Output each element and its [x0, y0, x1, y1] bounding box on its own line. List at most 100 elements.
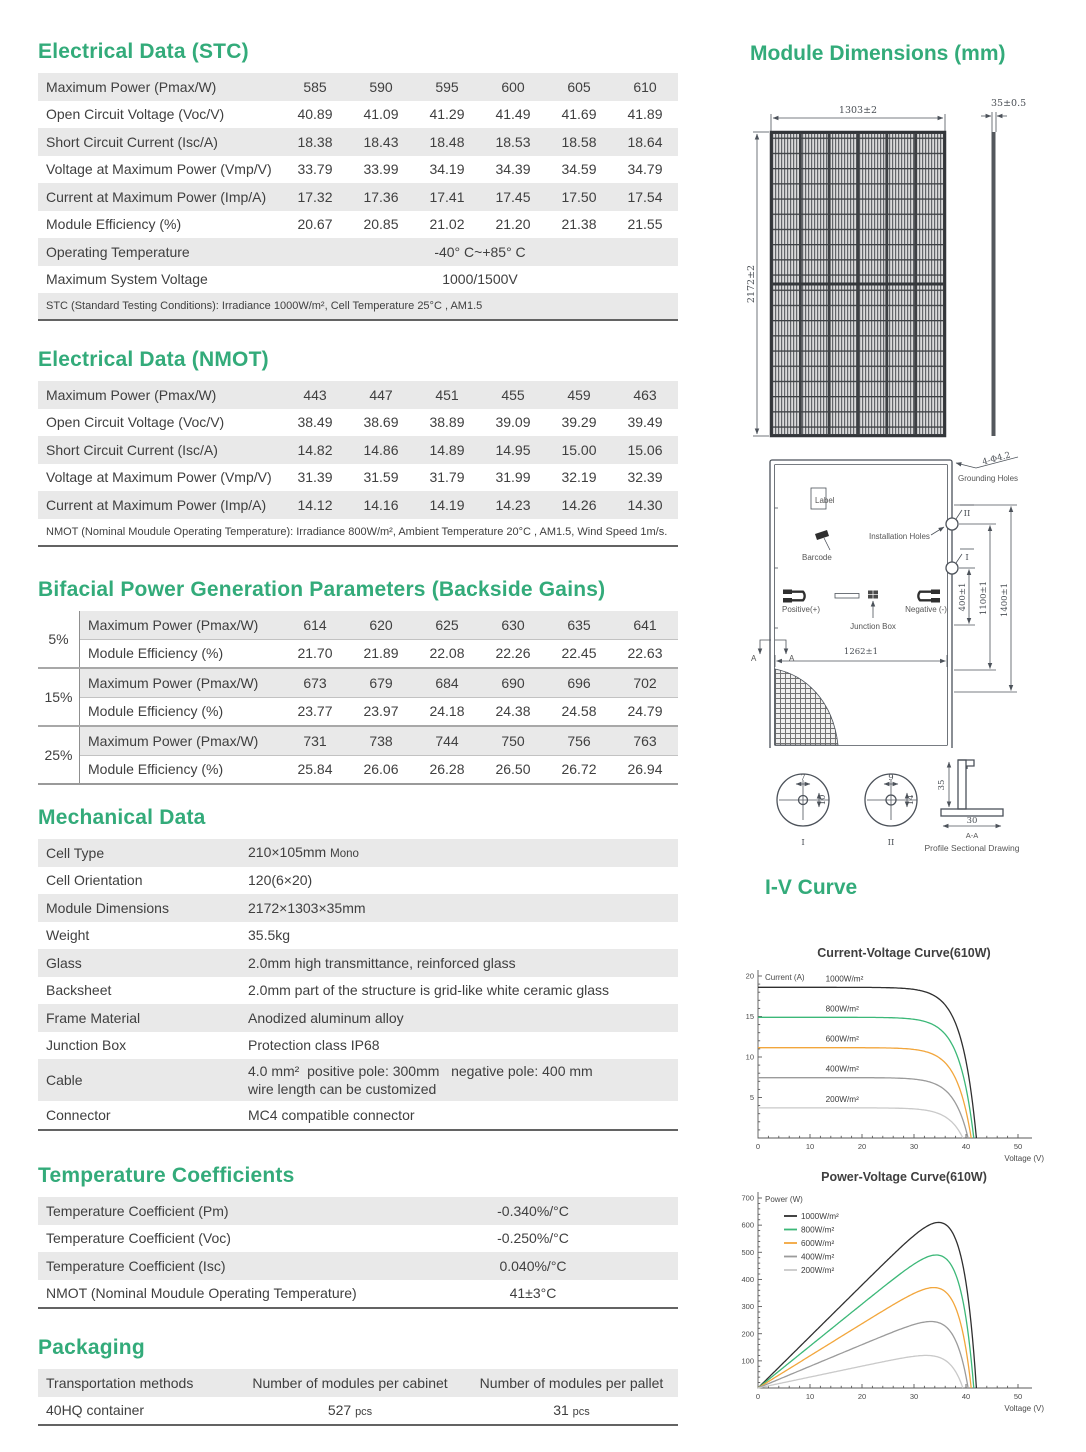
chart-text: 10 [806, 1142, 814, 1151]
row-label: Weight [46, 927, 90, 944]
curve-800W/m² [757, 1254, 975, 1389]
module-back-drawing: Label Barcode II I 4-Φ4.2 Grounding Hole… [751, 451, 1019, 748]
cell-value: 744 [435, 732, 459, 749]
hole-detail [885, 794, 897, 806]
value-text: 2172×1303×35mm [248, 899, 366, 916]
cell-value: 585 [303, 78, 327, 95]
curve-label: 800W/m² [826, 1004, 859, 1013]
corner-cell-cutaway [774, 668, 839, 746]
cell-value: 14.16 [363, 496, 399, 513]
section-title-mechanical: Mechanical Data [38, 806, 206, 829]
chart-text: 0 [756, 1142, 760, 1151]
row-label: Maximum Power (Pmax/W) [88, 616, 259, 633]
row-value: 120(6×20) [248, 868, 678, 892]
section-electrical-stc: Electrical Data (STC) Maximum Power (Pma… [38, 40, 678, 321]
row-label: Temperature Coefficient (Pm) [46, 1202, 229, 1219]
cell-value: 24.38 [495, 703, 531, 720]
table-row: Module Efficiency (%) 25.84 26.06 26.28 26.5… [80, 754, 678, 784]
chart-text: 600 [741, 1221, 754, 1230]
legend-label: 1000W/m² [801, 1212, 839, 1221]
cell-value: 20.85 [363, 216, 399, 233]
cell-value: 14.82 [297, 441, 333, 458]
cell-value: 590 [369, 78, 393, 95]
section-packaging: Packaging Transportation methods Number … [38, 1336, 678, 1426]
table-footnote: NMOT (Nominal Moudule Operating Temperat… [46, 525, 668, 538]
cell-value: 24.79 [627, 703, 663, 720]
cell-value: 26.06 [363, 761, 399, 778]
cell-value: 14.23 [495, 496, 531, 513]
row-value: 2.0mm part of the structure is grid-like… [248, 978, 678, 1002]
mark-ii-text: II [964, 509, 971, 519]
installation-holes-text: Installation Holes [869, 532, 930, 541]
bifacial-rows: Maximum Power (Pmax/W) 731 738 744 750 756 763… [80, 727, 678, 783]
installation-hole [945, 561, 959, 575]
cell-value: 738 [369, 732, 393, 749]
y-axis-label: Current (A) [765, 973, 805, 982]
chart-text: 40 [962, 1142, 970, 1151]
cell-value: 41.09 [363, 106, 399, 123]
cell-value: 750 [501, 732, 525, 749]
row-label: Operating Temperature [46, 243, 190, 260]
table-row: Maximum Power (Pmax/W) 614 620 625 630 635 641 [80, 611, 678, 639]
barcode-icon [815, 530, 829, 540]
cell-value: 635 [567, 616, 591, 633]
cell-value: 40.89 [297, 106, 333, 123]
chart-text: 400 [741, 1275, 754, 1284]
dim-1100-label: 1100±1 [979, 581, 989, 615]
cell-value: 41±3°C [509, 1285, 557, 1302]
cell-value: 24.18 [429, 703, 465, 720]
packaging-pallet-qty: 31 pcs [465, 1402, 678, 1418]
cell-value: 39.49 [627, 414, 663, 431]
cell-value: 38.49 [297, 414, 333, 431]
bifacial-rows: Maximum Power (Pmax/W) 614 620 625 630 635 641… [80, 611, 678, 667]
dim-14-label: 14 [906, 795, 916, 806]
packaging-data-row: 40HQ container 527 pcs 31 pcs [38, 1397, 678, 1425]
packaging-header-cabinet: Number of modules per cabinet [252, 1374, 448, 1391]
cell-value: 610 [633, 78, 657, 95]
cell-value: 17.36 [363, 188, 399, 205]
cell-value: 15.06 [627, 441, 663, 458]
value-text: Protection class IP68 [248, 1037, 380, 1054]
cell-value: 38.89 [429, 414, 465, 431]
negative-connector-icon [931, 589, 940, 594]
table-footnote: STC (Standard Testing Conditions): Irrad… [38, 293, 678, 319]
packaging-header-method: Transportation methods [46, 1374, 194, 1391]
section-title-bifacial: Bifacial Power Generation Parameters (Ba… [38, 578, 606, 601]
module-front-drawing: 1303±2 2172±2 35±0.5 [746, 98, 1026, 438]
iv-chart-title: Current-Voltage Curve(610W) [817, 946, 991, 960]
table-row: Maximum Power (Pmax/W) 443 447 451 455 459 463 [38, 381, 678, 409]
value-text: MC4 compatible connector [248, 1107, 415, 1124]
chart-text: 30 [910, 1142, 918, 1151]
cell-value: 455 [501, 386, 525, 403]
value-text: 4.0 mm² positive pole: 300mm negative po… [248, 1063, 593, 1079]
cell-value: 26.50 [495, 761, 531, 778]
row-value: 210×105mm Mono [248, 840, 678, 865]
detail-2-label: II [888, 838, 895, 848]
row-label: Module Dimensions [46, 899, 169, 916]
gain-label: 25% [38, 727, 80, 783]
cell-value: 443 [303, 386, 327, 403]
legend-label: 400W/m² [801, 1252, 834, 1261]
positive-text: Positive(+) [782, 605, 820, 614]
cell-value: 26.28 [429, 761, 465, 778]
cell-value: 31.59 [363, 469, 399, 486]
negative-text: Negative (-) [905, 605, 947, 614]
row-label: Maximum Power (Pmax/W) [88, 674, 259, 691]
table-row: Module Dimensions 2172×1303×35mm [38, 894, 678, 922]
negative-cable-icon [917, 590, 931, 602]
mechanical-table: Cell Type 210×105mm Mono Cell Orientation 1… [38, 839, 678, 1131]
row-value: 35.5kg [248, 923, 678, 947]
table-row: Maximum Power (Pmax/W) 673 679 684 690 696 702 [80, 669, 678, 697]
grounding-holes-text: Grounding Holes [958, 474, 1018, 483]
dim-10-label: 10 [818, 795, 828, 806]
cell-value: 614 [303, 616, 327, 633]
cell-value: 14.26 [561, 496, 597, 513]
cell-value: 22.08 [429, 645, 465, 662]
section-title-packaging: Packaging [38, 1336, 145, 1359]
cell-value: 22.26 [495, 645, 531, 662]
section-temperature: Temperature Coefficients Temperature Coe… [38, 1164, 678, 1309]
cell-value: 600 [501, 78, 525, 95]
packaging-table: Transportation methods Number of modules… [38, 1369, 678, 1426]
cell-value: 641 [633, 616, 657, 633]
curve-label: 600W/m² [826, 1035, 859, 1044]
